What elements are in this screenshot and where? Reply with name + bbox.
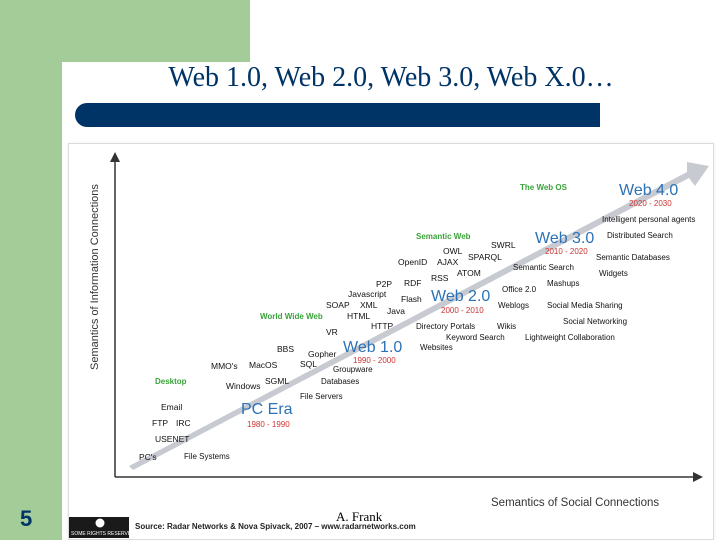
term-owl: OWL	[443, 246, 463, 256]
term-ftp: FTP	[152, 418, 168, 428]
slide-number: 5	[20, 506, 33, 531]
era-web3-label: Web 3.0	[535, 230, 594, 247]
slide-sidebar	[0, 0, 62, 540]
term-ajax: AJAX	[437, 257, 459, 267]
category-semantic-web: Semantic Web	[416, 232, 471, 241]
term-rdf: RDF	[404, 278, 421, 288]
era-web3-years: 2010 - 2020	[545, 247, 588, 256]
era-web1-years: 1990 - 2000	[353, 356, 396, 365]
term-atom: ATOM	[457, 268, 481, 278]
category-web-os: The Web OS	[520, 183, 568, 192]
y-axis-label: Semantics of Information Connections	[89, 184, 101, 370]
category-world-wide-web: World Wide Web	[260, 312, 323, 321]
term-bbs: BBS	[277, 344, 294, 354]
term-social-media-sharing: Social Media Sharing	[547, 301, 623, 310]
term-usenet: USENET	[155, 434, 189, 444]
term-xml: XML	[360, 300, 378, 310]
term-file-systems: File Systems	[184, 452, 230, 461]
diagram-source: Source: Radar Networks & Nova Spivack, 2…	[135, 522, 416, 531]
term-javascript: Javascript	[348, 289, 387, 299]
term-semantic-search: Semantic Search	[513, 263, 574, 272]
term-java: Java	[387, 306, 405, 316]
term-wikis: Wikis	[497, 322, 516, 331]
web-evolution-diagram: Semantics of Information Connections Sem…	[68, 143, 714, 540]
license-badge-text: SOME RIGHTS RESERVED	[71, 531, 135, 537]
term-openid: OpenID	[398, 257, 427, 267]
era-pc-years: 1980 - 1990	[247, 420, 290, 429]
term-irc: IRC	[176, 418, 191, 428]
term-file-servers: File Servers	[300, 392, 343, 401]
term-sgml: SGML	[265, 376, 289, 386]
term-macos: MacOS	[249, 360, 278, 370]
term-windows: Windows	[226, 381, 260, 391]
term-html: HTML	[347, 311, 370, 321]
x-axis-label: Semantics of Social Connections	[491, 497, 659, 509]
term-weblogs: Weblogs	[498, 301, 529, 310]
term-rss: RSS	[431, 273, 449, 283]
slide-title: Web 1.0, Web 2.0, Web 3.0, Web X.0…	[168, 62, 614, 93]
term-office-20: Office 2.0	[502, 285, 537, 294]
term-social-networking: Social Networking	[563, 317, 627, 326]
term-distributed-search: Distributed Search	[607, 231, 673, 240]
term-flash: Flash	[401, 294, 422, 304]
title-bar	[75, 103, 600, 127]
term-lightweight-collaboration: Lightweight Collaboration	[525, 333, 615, 342]
term-mmos: MMO's	[211, 361, 238, 371]
term-swrl: SWRL	[491, 240, 516, 250]
term-email: Email	[161, 402, 182, 412]
slide-corner-block	[0, 0, 250, 62]
term-semantic-databases: Semantic Databases	[596, 253, 670, 262]
era-web2-label: Web 2.0	[431, 288, 490, 305]
era-web2-years: 2000 - 2010	[441, 306, 484, 315]
term-intelligent-agents: Intelligent personal agents	[602, 215, 695, 224]
era-web4-years: 2020 - 2030	[629, 199, 672, 208]
term-websites: Websites	[420, 343, 453, 352]
term-soap: SOAP	[326, 300, 350, 310]
term-groupware: Groupware	[333, 365, 373, 374]
term-widgets: Widgets	[599, 269, 628, 278]
era-web1-label: Web 1.0	[343, 339, 402, 356]
trend-arrow	[129, 162, 709, 470]
term-gopher: Gopher	[308, 349, 337, 359]
term-sparql: SPARQL	[468, 252, 502, 262]
term-p2p: P2P	[376, 279, 392, 289]
cc-logo-icon	[94, 517, 106, 529]
category-desktop: Desktop	[155, 377, 187, 386]
term-keyword-search: Keyword Search	[446, 333, 505, 342]
x-axis-arrowhead	[693, 472, 703, 482]
term-http: HTTP	[371, 321, 394, 331]
slide-footer: A. Frank	[336, 509, 383, 524]
term-vr: VR	[326, 327, 338, 337]
diagram-canvas: Semantics of Information Connections Sem…	[69, 152, 709, 538]
term-pcs: PC's	[139, 452, 157, 462]
term-databases: Databases	[321, 377, 359, 386]
term-sql: SQL	[300, 359, 317, 369]
y-axis-arrowhead	[110, 152, 120, 162]
term-mashups: Mashups	[547, 279, 579, 288]
era-web4-label: Web 4.0	[619, 182, 678, 199]
term-directory-portals: Directory Portals	[416, 322, 475, 331]
era-pc-label: PC Era	[241, 401, 293, 418]
